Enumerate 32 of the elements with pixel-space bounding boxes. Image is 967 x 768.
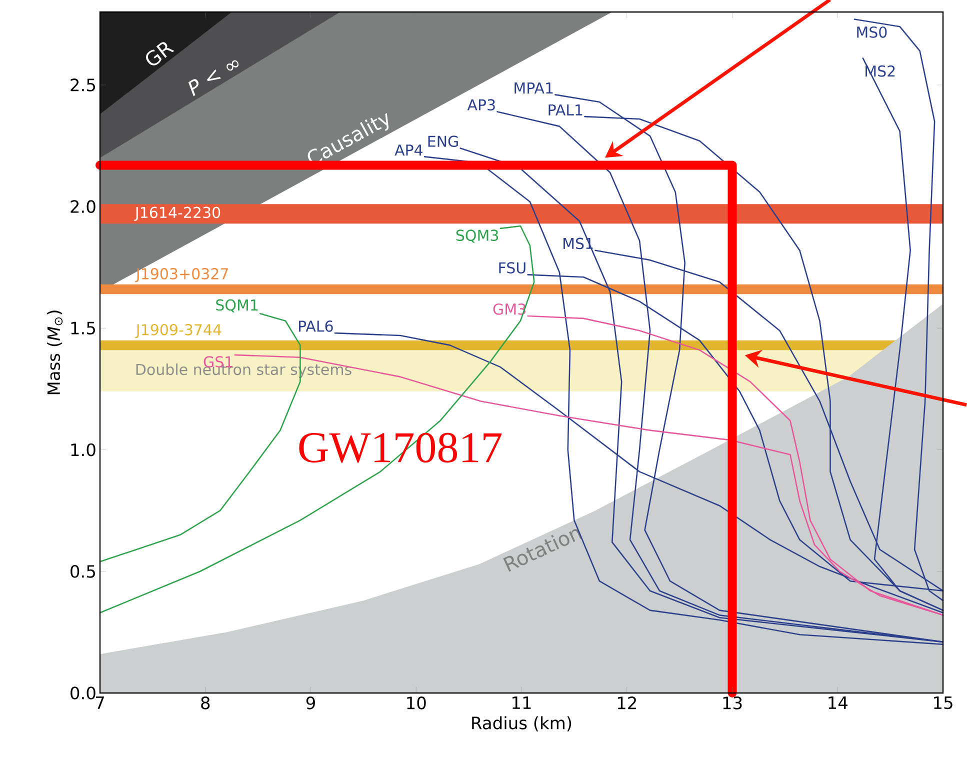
series-label: MS0 — [857, 26, 887, 38]
x-tick-label: 13 — [723, 696, 742, 710]
x-tick-label: 7 — [96, 696, 104, 709]
x-tick-label: 12 — [618, 696, 636, 710]
series-label: PAL1 — [548, 104, 582, 116]
x-tick-label: 8 — [201, 696, 210, 710]
x-axis-title: Radius (km) — [472, 716, 572, 732]
series-label: P < ∞ — [188, 60, 239, 96]
y-tick-label: 0.5 — [70, 564, 95, 578]
series-label: FSU — [499, 262, 526, 274]
band-label: J1614-2230 — [134, 206, 220, 221]
x-tick-label: 14 — [828, 696, 848, 709]
series-label: GR — [146, 42, 174, 66]
series-label: SQM3 — [456, 230, 498, 243]
y-tick-label: 0.0 — [70, 686, 96, 700]
series-label: AP4 — [394, 144, 423, 156]
x-tick-label: 15 — [934, 696, 952, 710]
y-tick-label: 2.5 — [70, 78, 95, 92]
y-tick-label: 1.5 — [71, 322, 95, 334]
x-tick-label: 11 — [512, 696, 531, 709]
y-tick-label: 1.0 — [71, 443, 96, 456]
y-tick-label: 2.0 — [70, 200, 96, 213]
series-label: PAL6 — [299, 320, 333, 332]
series-label: SQM1 — [216, 299, 258, 312]
band-label: J1903+0327 — [135, 268, 228, 282]
x-tick-label: 10 — [407, 696, 426, 710]
series-label: ENG — [428, 136, 458, 148]
y-axis-title: Mass (M$_{⊙}$) — [46, 310, 63, 394]
series-label: AP3 — [467, 99, 495, 111]
x-tick-label: 9 — [306, 696, 315, 710]
series-label: MPA1 — [514, 82, 553, 94]
band-label: J1909-3744 — [135, 324, 222, 338]
